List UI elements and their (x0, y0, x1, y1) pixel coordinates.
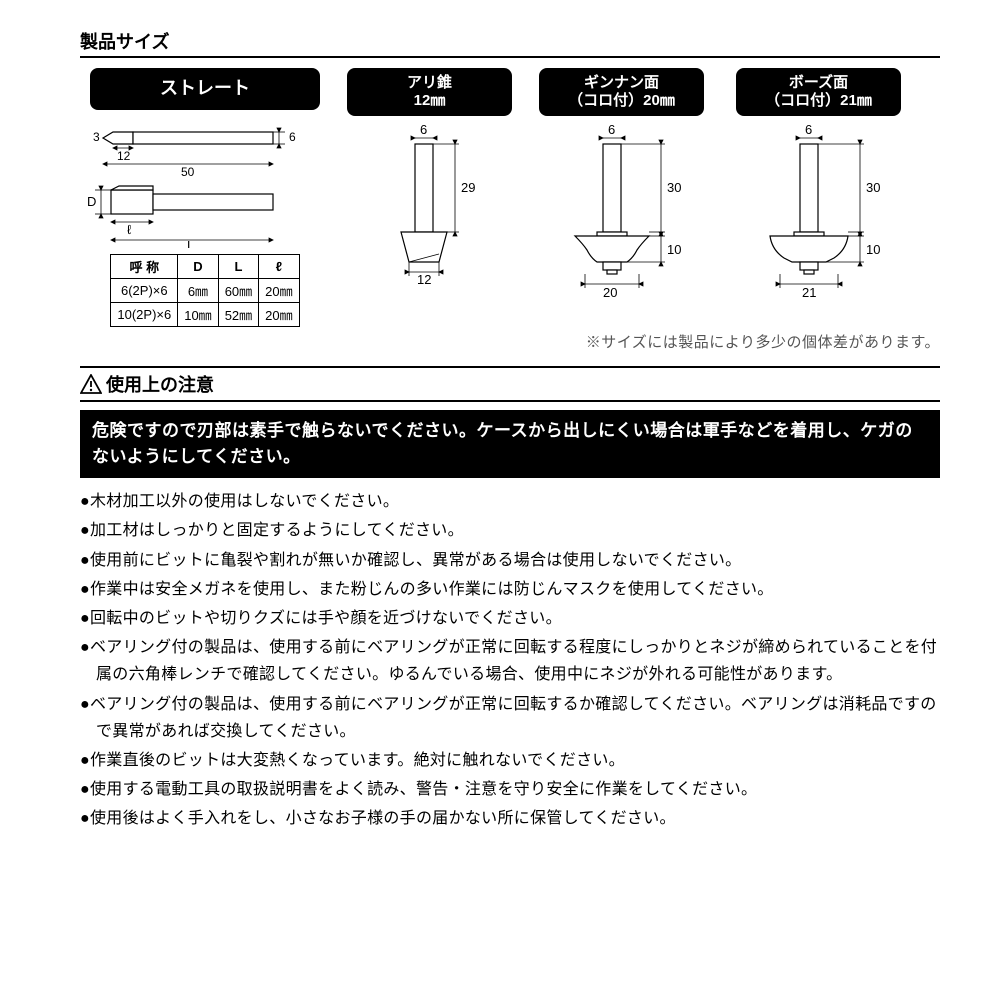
dim-Q: ℓ (127, 222, 132, 237)
label-line2: 12㎜ (414, 92, 446, 109)
caution-bullets: ●木材加工以外の使用はしないでください。 ●加工材はしっかりと固定するようにして… (80, 488, 940, 832)
dim-len: 29 (461, 180, 475, 195)
caution-title: 使用上の注意 (106, 371, 214, 397)
product-straight: ストレート 3 12 50 6 (80, 68, 330, 327)
dim-6: 6 (289, 130, 296, 144)
bullet-item: ●使用前にビットに亀裂や割れが無いか確認し、異常がある場合は使用しないでください… (80, 547, 940, 574)
dim-width: 20 (603, 285, 617, 299)
dim-D: D (87, 194, 96, 209)
bullet-item: ●木材加工以外の使用はしないでください。 (80, 488, 940, 515)
dim-3: 3 (93, 130, 100, 144)
spec-cell: 10㎜ (178, 302, 218, 326)
dim-len: 30 (667, 180, 681, 195)
diagram-ginnan: 6 30 10 20 (537, 124, 707, 299)
dim-cuth: 10 (866, 242, 880, 257)
dim-len: 30 (866, 180, 880, 195)
bullet-item: ●回転中のビットや切りクズには手や顔を近づけないでください。 (80, 605, 940, 632)
product-ginnan: ギンナン面 （コロ付）20㎜ 6 30 10 2 (529, 68, 714, 299)
dim-shank: 6 (805, 124, 812, 137)
label-line2: （コロ付）20㎜ (568, 92, 675, 109)
label-line2: （コロ付）21㎜ (765, 92, 872, 109)
bullet-item: ●作業中は安全メガネを使用し、また粉じんの多い作業には防じんマスクを使用してくだ… (80, 576, 940, 603)
spec-cell: 6(2P)×6 (111, 278, 178, 302)
diagram-bose: 6 30 10 21 (734, 124, 904, 299)
dim-shank: 6 (608, 124, 615, 137)
dim-cuth: 10 (667, 242, 681, 257)
spec-h2: L (218, 254, 258, 278)
caution-header: 使用上の注意 (80, 366, 940, 402)
danger-box: 危険ですので刃部は素手で触らないでください。ケースから出しにくい場合は軍手などを… (80, 410, 940, 479)
spec-cell: 60㎜ (218, 278, 258, 302)
spec-header-row: 呼 称 D L ℓ (111, 254, 299, 278)
spec-cell: 10(2P)×6 (111, 302, 178, 326)
dim-L: L (187, 238, 194, 248)
dim-width: 21 (802, 285, 816, 299)
label-line1: ギンナン面 (584, 74, 659, 91)
bullet-item: ●加工材はしっかりと固定するようにしてください。 (80, 517, 940, 544)
product-bose: ボーズ面 （コロ付）21㎜ 6 30 10 21 (726, 68, 911, 299)
diagram-dovetail: 6 29 12 (355, 124, 505, 284)
spec-table: 呼 称 D L ℓ 6(2P)×6 6㎜ 60㎜ 20㎜ 10(2P)×6 10… (110, 254, 299, 327)
label-line1: ボーズ面 (789, 74, 848, 91)
product-dovetail: アリ錐 12㎜ 6 29 12 (342, 68, 517, 284)
bullet-item: ●ベアリング付の製品は、使用する前にベアリングが正常に回転するか確認してください… (80, 691, 940, 745)
spec-h3: ℓ (259, 254, 299, 278)
spec-cell: 52㎜ (218, 302, 258, 326)
spec-cell: 20㎜ (259, 302, 299, 326)
dim-shank: 6 (420, 124, 427, 137)
label-line1: アリ錐 (407, 74, 452, 91)
label-straight: ストレート (90, 68, 320, 110)
dim-50: 50 (181, 165, 195, 179)
products-row: ストレート 3 12 50 6 (80, 68, 940, 327)
bullet-item: ●ベアリング付の製品は、使用する前にベアリングが正常に回転する程度にしっかりとネ… (80, 634, 940, 688)
warning-icon (80, 374, 102, 394)
label-ginnan: ギンナン面 （コロ付）20㎜ (539, 68, 704, 116)
section-title: 製品サイズ (80, 28, 940, 58)
bullet-item: ●作業直後のビットは大変熱くなっています。絶対に触れないでください。 (80, 747, 940, 774)
spec-cell: 6㎜ (178, 278, 218, 302)
dim-width: 12 (417, 272, 431, 284)
spec-row: 6(2P)×6 6㎜ 60㎜ 20㎜ (111, 278, 299, 302)
label-dovetail: アリ錐 12㎜ (347, 68, 512, 116)
size-footnote: ※サイズには製品により多少の個体差があります。 (80, 331, 940, 352)
spec-h1: D (178, 254, 218, 278)
label-bose: ボーズ面 （コロ付）21㎜ (736, 68, 901, 116)
spec-cell: 20㎜ (259, 278, 299, 302)
dim-12: 12 (117, 149, 131, 163)
diagram-straight: 3 12 50 6 D ℓ L (85, 118, 325, 248)
spec-row: 10(2P)×6 10㎜ 52㎜ 20㎜ (111, 302, 299, 326)
spec-h0: 呼 称 (111, 254, 178, 278)
bullet-item: ●使用する電動工具の取扱説明書をよく読み、警告・注意を守り安全に作業をしてくださ… (80, 776, 940, 803)
bullet-item: ●使用後はよく手入れをし、小さなお子様の手の届かない所に保管してください。 (80, 805, 940, 832)
